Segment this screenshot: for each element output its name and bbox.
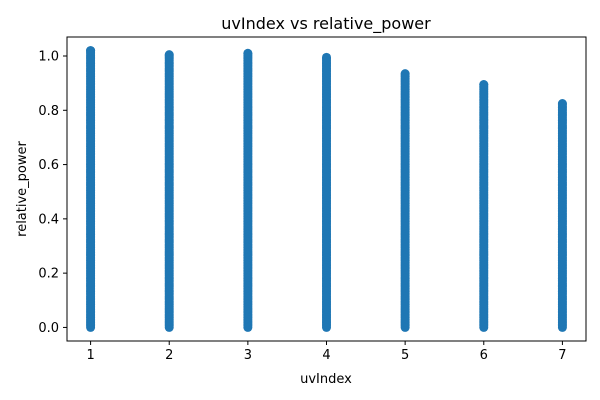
y-tick-label: 0.8 <box>38 104 59 119</box>
x-tick-label: 5 <box>401 348 409 363</box>
data-point <box>479 80 489 89</box>
data-points <box>86 46 567 332</box>
y-axis-label: relative_power <box>15 140 30 236</box>
y-tick-label: 0.0 <box>38 321 59 336</box>
data-point <box>86 46 96 56</box>
x-tick-label: 3 <box>244 348 252 363</box>
x-tick-label: 7 <box>558 348 566 363</box>
x-tick-label: 2 <box>165 348 173 363</box>
y-tick-label: 0.2 <box>38 267 59 282</box>
data-point <box>400 69 410 79</box>
x-tick-label: 1 <box>86 348 94 363</box>
y-tick-label: 1.0 <box>38 50 59 65</box>
data-point <box>322 52 331 62</box>
chart-title: uvIndex vs relative_power <box>221 14 431 34</box>
data-point <box>164 50 174 60</box>
data-point <box>557 99 567 108</box>
x-axis-label: uvIndex <box>300 372 352 387</box>
y-axis: 0.0 0.2 0.4 0.6 0.8 1.0 <box>38 50 67 336</box>
x-tick-label: 4 <box>322 348 330 363</box>
x-tick-label: 6 <box>480 348 488 363</box>
y-tick-label: 0.4 <box>38 212 59 227</box>
y-tick-label: 0.6 <box>38 158 59 173</box>
data-point <box>243 48 253 58</box>
x-axis: 1 2 3 4 5 6 7 <box>86 341 567 363</box>
